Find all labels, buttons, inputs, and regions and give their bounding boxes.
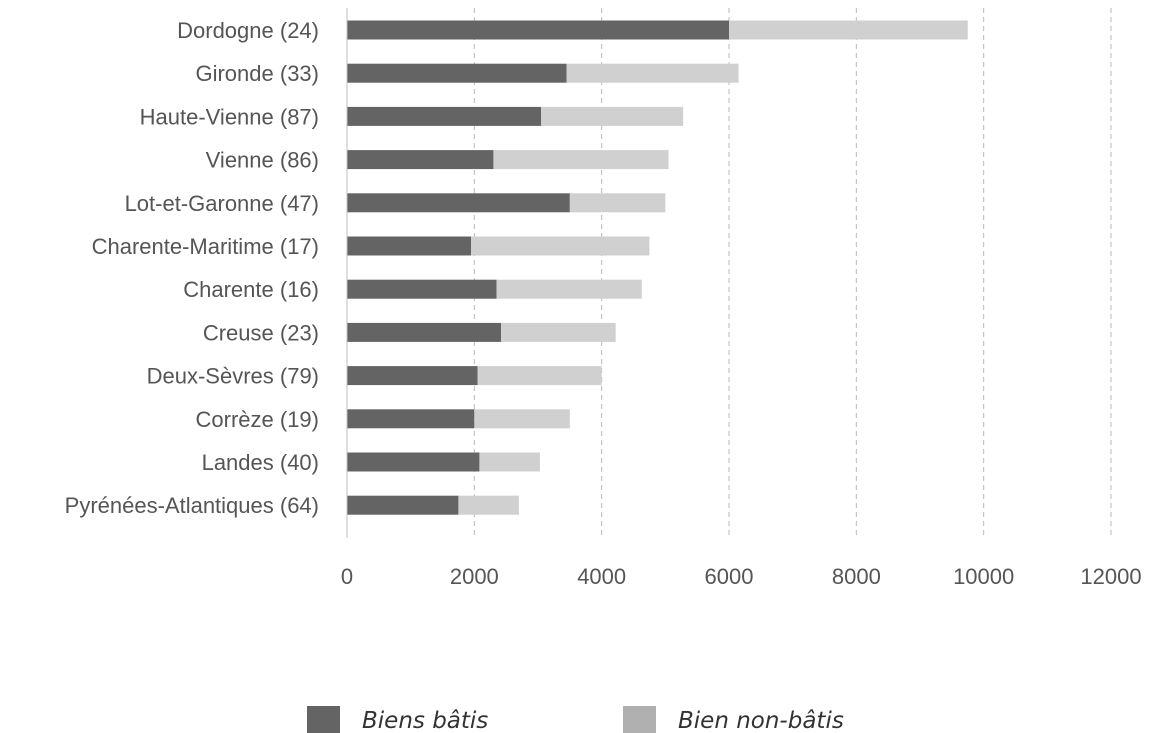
bar-bien-non-batis — [471, 236, 650, 256]
x-tick-labels: 0 2000 4000 6000 8000 10000 12000 — [341, 564, 1142, 589]
bar-bien-non-batis — [729, 20, 968, 40]
category-label: Corrèze (19) — [196, 407, 319, 432]
bars — [347, 20, 968, 515]
category-labels: Dordogne (24) Gironde (33) Haute-Vienne (8… — [65, 18, 319, 518]
bar-biens-batis — [347, 409, 475, 429]
category-label: Charente-Maritime (17) — [92, 234, 319, 259]
category-label: Deux-Sèvres (79) — [147, 364, 319, 389]
category-label: Gironde (33) — [195, 61, 319, 86]
bar-biens-batis — [347, 495, 459, 515]
x-tick-label: 2000 — [450, 564, 499, 589]
category-label: Haute-Vienne (87) — [140, 104, 319, 129]
bar-bien-non-batis — [474, 409, 570, 429]
x-tick-label: 6000 — [705, 564, 754, 589]
x-tick-label: 0 — [341, 564, 353, 589]
bar-biens-batis — [347, 20, 730, 40]
x-tick-label: 10000 — [953, 564, 1014, 589]
category-label: Lot-et-Garonne (47) — [125, 191, 319, 216]
bar-biens-batis — [347, 236, 472, 256]
x-tick-label: 12000 — [1080, 564, 1141, 589]
bar-bien-non-batis — [458, 495, 519, 515]
category-label: Vienne (86) — [206, 148, 319, 173]
legend-swatch — [623, 706, 656, 733]
bar-bien-non-batis — [541, 106, 684, 126]
category-label: Creuse (23) — [203, 320, 319, 345]
legend-swatch — [307, 706, 340, 733]
bar-bien-non-batis — [493, 150, 669, 170]
legend-label: Bien non-bâtis — [678, 708, 844, 733]
legend-label: Biens bâtis — [362, 708, 488, 733]
grid-lines — [473, 8, 1112, 538]
bar-bien-non-batis — [501, 322, 616, 342]
bar-biens-batis — [347, 452, 480, 472]
bar-bien-non-batis — [479, 452, 540, 472]
category-label: Landes (40) — [202, 450, 319, 475]
bar-bien-non-batis — [477, 366, 602, 386]
bar-bien-non-batis — [496, 279, 642, 299]
x-tick-label: 8000 — [832, 564, 881, 589]
category-label: Pyrénées-Atlantiques (64) — [65, 493, 319, 518]
bar-biens-batis — [347, 193, 570, 213]
bar-biens-batis — [347, 63, 567, 83]
legend: Biens bâtis Bien non-bâtis — [307, 706, 844, 733]
bar-biens-batis — [347, 150, 494, 170]
bar-biens-batis — [347, 106, 542, 126]
bar-biens-batis — [347, 322, 502, 342]
category-label: Charente (16) — [183, 277, 319, 302]
category-label: Dordogne (24) — [177, 18, 319, 43]
bar-bien-non-batis — [566, 63, 739, 83]
bar-bien-non-batis — [569, 193, 666, 213]
bar-biens-batis — [347, 279, 497, 299]
x-tick-label: 4000 — [577, 564, 626, 589]
bar-biens-batis — [347, 366, 478, 386]
